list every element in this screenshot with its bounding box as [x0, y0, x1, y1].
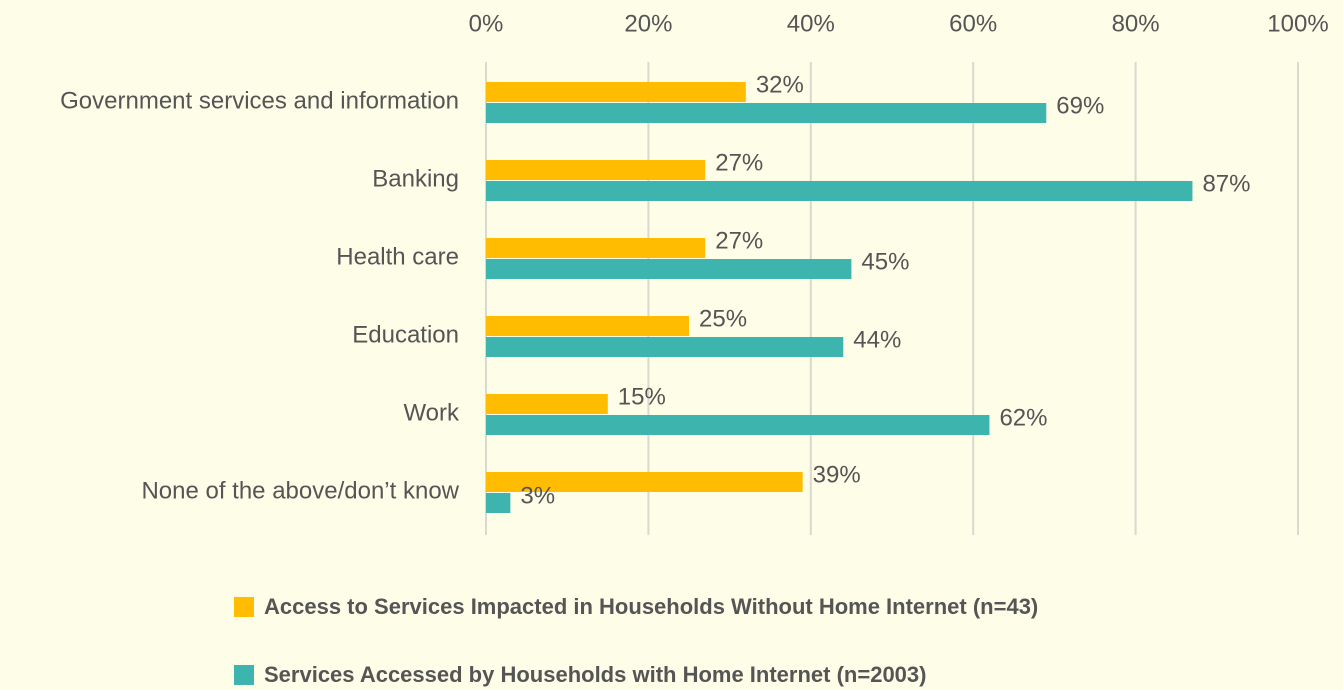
legend-label: Access to Services Impacted in Household…: [264, 594, 1038, 619]
value-label: 62%: [999, 404, 1047, 431]
bar: [486, 337, 844, 357]
value-label: 3%: [520, 482, 555, 509]
bar: [486, 103, 1047, 123]
bar: [486, 259, 852, 279]
bar: [486, 316, 689, 336]
value-label: 32%: [756, 71, 804, 98]
category-label: Education: [352, 321, 459, 348]
bar: [486, 181, 1193, 201]
bar: [486, 472, 803, 492]
x-tick-label: 20%: [624, 10, 672, 37]
legend-swatch: [234, 597, 254, 617]
category-label: None of the above/don’t know: [141, 477, 459, 504]
value-label: 44%: [853, 326, 901, 353]
value-label: 27%: [715, 149, 763, 176]
bar: [486, 238, 706, 258]
value-label: 87%: [1202, 170, 1250, 197]
category-label: Work: [403, 399, 460, 426]
value-label: 27%: [715, 227, 763, 254]
category-label: Government services and information: [60, 87, 459, 114]
bar: [486, 415, 990, 435]
x-tick-label: 80%: [1112, 10, 1160, 37]
bar: [486, 493, 511, 513]
value-label: 39%: [813, 461, 861, 488]
value-label: 25%: [699, 305, 747, 332]
bar: [486, 160, 706, 180]
legend-label: Services Accessed by Households with Hom…: [264, 662, 926, 687]
bar: [486, 394, 608, 414]
value-label: 45%: [861, 248, 909, 275]
category-label: Health care: [336, 243, 459, 270]
x-tick-label: 40%: [787, 10, 835, 37]
bar: [486, 82, 746, 102]
value-label: 69%: [1056, 92, 1104, 119]
x-tick-label: 0%: [469, 10, 504, 37]
x-tick-label: 60%: [949, 10, 997, 37]
x-tick-label: 100%: [1267, 10, 1328, 37]
value-label: 15%: [618, 383, 666, 410]
legend-swatch: [234, 665, 254, 685]
category-label: Banking: [372, 165, 459, 192]
